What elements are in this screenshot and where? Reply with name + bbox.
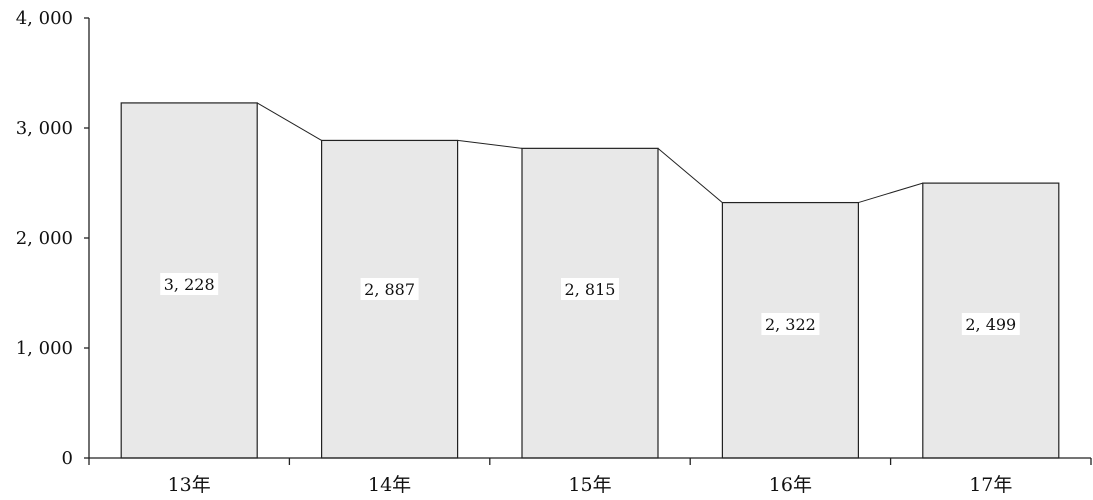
data-label-bg bbox=[561, 278, 619, 300]
connector-lines bbox=[256, 102, 923, 204]
data-label: 3, 228 bbox=[164, 275, 215, 294]
x-category-label: 14年 bbox=[368, 474, 411, 496]
connector-line bbox=[858, 182, 923, 204]
x-category-label: 16年 bbox=[769, 474, 812, 496]
y-tick-label: 0 bbox=[62, 448, 73, 469]
y-tick-label: 1, 000 bbox=[16, 338, 73, 359]
data-labels: 3, 228 2, 887 2, 815 2, 322 2, 499 bbox=[160, 273, 1020, 335]
y-ticks: 0 1, 000 2, 000 3, 000 4, 000 bbox=[16, 8, 89, 469]
data-label-bg bbox=[961, 313, 1020, 335]
connector-line bbox=[256, 102, 322, 141]
data-label: 2, 815 bbox=[565, 280, 616, 299]
data-label-bg bbox=[360, 278, 419, 300]
connector-line bbox=[657, 147, 723, 203]
data-label-bg bbox=[160, 273, 219, 295]
x-category-label: 15年 bbox=[568, 474, 611, 496]
x-categories: 13年 14年 15年 16年 17年 bbox=[88, 458, 1092, 496]
y-tick-label: 4, 000 bbox=[16, 8, 73, 29]
data-label: 2, 322 bbox=[765, 315, 816, 334]
connector-line bbox=[457, 139, 523, 149]
data-label-bg bbox=[761, 313, 820, 335]
y-tick-label: 2, 000 bbox=[16, 228, 73, 249]
y-tick-label: 3, 000 bbox=[16, 118, 73, 139]
x-category-label: 17年 bbox=[969, 474, 1012, 496]
bar bbox=[521, 147, 659, 459]
x-category-label: 13年 bbox=[168, 474, 211, 496]
data-label: 2, 887 bbox=[364, 280, 415, 299]
data-label: 2, 499 bbox=[965, 315, 1016, 334]
